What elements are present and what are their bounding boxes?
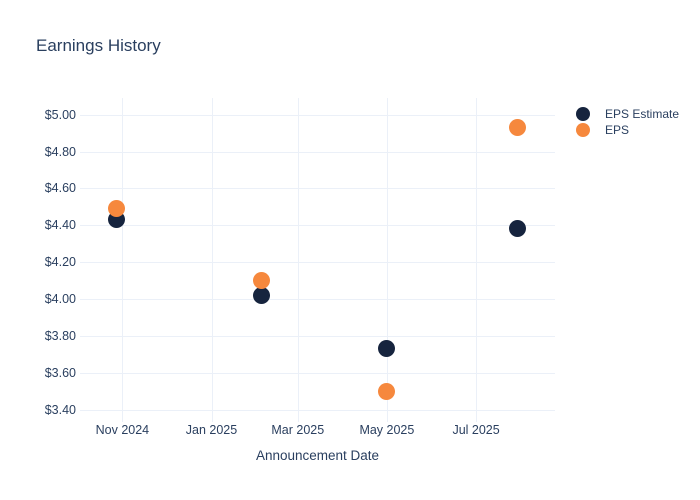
x-axis-tick-mark [122, 417, 124, 422]
y-axis-tick-label: $4.60 [44, 181, 76, 196]
y-axis-tick-label: $4.80 [44, 144, 76, 159]
plot-area[interactable] [80, 98, 555, 417]
legend-item-eps[interactable]: EPS [576, 123, 679, 137]
data-point-eps-estimate[interactable] [378, 340, 396, 358]
h-gridline [80, 225, 555, 227]
x-axis-tick-label: Jan 2025 [185, 423, 238, 437]
y-axis-tick-label: $5.00 [44, 107, 76, 122]
data-point-eps[interactable] [378, 382, 396, 400]
y-axis-tick-label: $3.60 [44, 365, 76, 380]
h-gridline [80, 409, 555, 411]
h-gridline [80, 188, 555, 190]
chart-title: Earnings History [36, 36, 161, 55]
x-axis-tick-mark [297, 417, 299, 422]
x-axis-title: Announcement Date [255, 448, 380, 463]
h-gridline [80, 262, 555, 264]
v-gridline [297, 98, 299, 417]
legend-swatch-eps-estimate [576, 107, 590, 121]
x-axis-tick-label: Jul 2025 [452, 423, 500, 437]
x-axis-tick-label: Mar 2025 [271, 423, 325, 437]
data-point-eps[interactable] [508, 119, 526, 136]
x-axis-tick-mark [386, 417, 388, 422]
h-gridline [80, 372, 555, 374]
data-point-eps-estimate[interactable] [508, 220, 526, 238]
v-gridline [122, 98, 124, 417]
legend-swatch-eps [576, 123, 590, 137]
y-axis-tick-label: $3.40 [44, 402, 76, 417]
h-gridline [80, 151, 555, 153]
data-point-eps[interactable] [252, 272, 270, 289]
v-gridline [476, 98, 478, 417]
y-axis-tick-label: $4.40 [44, 218, 76, 233]
data-point-eps[interactable] [108, 200, 125, 218]
h-gridline [80, 114, 555, 116]
x-axis-tick-mark [211, 417, 213, 422]
x-axis-tick-label: Nov 2024 [95, 423, 150, 437]
h-gridline [80, 299, 555, 300]
legend: EPS Estimate EPS [576, 107, 679, 139]
v-gridline [211, 98, 213, 417]
legend-label-eps: EPS [605, 123, 630, 137]
y-axis-tick-label: $4.00 [44, 292, 76, 306]
legend-label-eps-estimate: EPS Estimate [605, 107, 680, 121]
v-gridline [386, 98, 388, 417]
y-axis-tick-label: $3.80 [44, 328, 76, 343]
data-point-eps-estimate[interactable] [252, 286, 270, 304]
y-axis-tick-label: $4.20 [44, 255, 76, 270]
x-axis-tick-label: May 2025 [359, 423, 415, 437]
x-axis-tick-mark [476, 417, 478, 422]
h-gridline [80, 335, 555, 337]
legend-item-eps-estimate[interactable]: EPS Estimate [576, 107, 679, 121]
